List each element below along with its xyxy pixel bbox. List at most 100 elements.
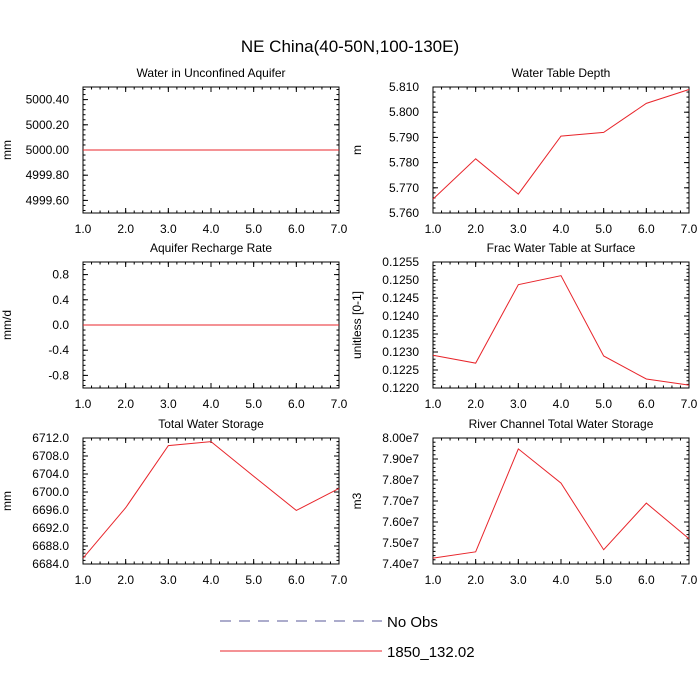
y-tick-label: 0.1235 (382, 327, 419, 341)
x-tick-label: 5.0 (595, 222, 612, 236)
x-tick-label: 1.0 (75, 222, 92, 236)
y-tick-label: 6684.0 (32, 557, 69, 571)
x-tick-label: 2.0 (117, 222, 134, 236)
x-tick-label: 2.0 (467, 573, 484, 587)
y-tick-label: 7.60e7 (382, 515, 419, 529)
x-tick-label: 7.0 (681, 222, 698, 236)
x-tick-label: 7.0 (331, 397, 348, 411)
y-tick-label: 4999.60 (26, 193, 70, 207)
y-tick-label: 0.1230 (382, 345, 419, 359)
x-tick-label: 5.0 (245, 573, 262, 587)
x-tick-label: 5.0 (245, 222, 262, 236)
y-tick-label: -0.4 (48, 343, 69, 357)
figure-title: NE China(40-50N,100-130E) (241, 37, 459, 56)
plot-frame (432, 261, 690, 389)
x-tick-label: 3.0 (160, 397, 177, 411)
y-tick-label: 0.0 (52, 318, 69, 332)
y-tick-label: 5.810 (389, 80, 419, 94)
x-tick-label: 2.0 (467, 222, 484, 236)
y-tick-label: 7.70e7 (382, 494, 419, 508)
y-tick-label: 0.1220 (382, 381, 419, 395)
y-tick-label: 5000.40 (26, 93, 70, 107)
y-tick-label: 7.40e7 (382, 557, 419, 571)
x-tick-label: 4.0 (553, 573, 570, 587)
y-tick-label: 0.1240 (382, 309, 419, 323)
x-tick-label: 2.0 (467, 397, 484, 411)
y-axis-label: unitless [0-1] (350, 291, 364, 359)
x-tick-label: 3.0 (510, 222, 527, 236)
panel-title: River Channel Total Water Storage (469, 417, 654, 431)
x-tick-label: 7.0 (331, 573, 348, 587)
y-tick-label: 7.80e7 (382, 473, 419, 487)
x-tick-label: 1.0 (425, 397, 442, 411)
x-tick-label: 6.0 (288, 573, 305, 587)
y-tick-label: 6688.0 (32, 539, 69, 553)
chart-panel-4: Frac Water Table at Surface 1.0 2.0 3.0 4.0 5… (350, 241, 698, 411)
y-tick-label: 5.780 (389, 156, 419, 170)
panel-title: Total Water Storage (158, 417, 264, 431)
panel-title: Water Table Depth (512, 66, 611, 80)
y-tick-label: 5.800 (389, 105, 419, 119)
x-tick-label: 7.0 (331, 222, 348, 236)
y-tick-label: 6704.0 (32, 467, 69, 481)
y-tick-label: 0.1250 (382, 273, 419, 287)
legend-label-run: 1850_132.02 (387, 644, 475, 661)
y-tick-label: 0.1255 (382, 255, 419, 269)
legend: No Obs 1850_132.02 (220, 614, 475, 661)
x-tick-label: 2.0 (117, 573, 134, 587)
x-tick-label: 3.0 (160, 222, 177, 236)
panel-title: Frac Water Table at Surface (487, 241, 636, 255)
chart-panel-3: Aquifer Recharge Rate 1.0 2.0 3.0 4.0 5.0 6.0 7… (0, 241, 348, 411)
chart-panel-6: River Channel Total Water Storage 1.0 2.0 3… (350, 417, 698, 587)
legend-label-no-obs: No Obs (387, 614, 438, 631)
x-tick-label: 2.0 (117, 397, 134, 411)
chart-panel-5: Total Water Storage 1.0 2.0 3.0 4.0 5.0 6.0 7.0… (0, 417, 348, 587)
x-tick-label: 4.0 (203, 573, 220, 587)
series-line (432, 448, 690, 559)
series-line (432, 275, 690, 386)
y-tick-label: 4999.80 (26, 168, 70, 182)
y-axis-label: mm (0, 491, 14, 511)
y-tick-label: 0.8 (52, 268, 69, 282)
x-tick-label: 4.0 (203, 222, 220, 236)
x-tick-label: 6.0 (638, 222, 655, 236)
y-tick-label: 8.00e7 (382, 431, 419, 445)
x-tick-label: 7.0 (681, 573, 698, 587)
plot-frame (82, 437, 340, 565)
series-line (432, 89, 690, 200)
y-tick-label: 5000.20 (26, 118, 70, 132)
x-tick-label: 5.0 (595, 397, 612, 411)
x-tick-label: 6.0 (288, 222, 305, 236)
y-axis-label: mm/d (0, 310, 14, 340)
plot-frame (432, 437, 690, 565)
y-tick-label: -0.8 (48, 368, 69, 382)
x-tick-label: 1.0 (75, 573, 92, 587)
x-tick-label: 1.0 (75, 397, 92, 411)
y-tick-label: 6708.0 (32, 449, 69, 463)
y-axis-label: m3 (350, 492, 364, 509)
panel-title: Aquifer Recharge Rate (150, 241, 272, 255)
y-tick-label: 0.1225 (382, 363, 419, 377)
panel-title: Water in Unconfined Aquifer (137, 66, 286, 80)
x-tick-label: 6.0 (638, 397, 655, 411)
chart-panel-1: Water in Unconfined Aquifer 1.0 2.0 3.0 4.0 5… (0, 66, 348, 236)
x-tick-label: 4.0 (203, 397, 220, 411)
x-tick-label: 6.0 (638, 573, 655, 587)
y-tick-label: 6692.0 (32, 521, 69, 535)
x-tick-label: 1.0 (425, 573, 442, 587)
y-axis-label: mm (0, 140, 14, 160)
x-tick-label: 5.0 (595, 573, 612, 587)
x-tick-label: 1.0 (425, 222, 442, 236)
x-tick-label: 3.0 (160, 573, 177, 587)
y-tick-label: 7.50e7 (382, 536, 419, 550)
x-tick-label: 4.0 (553, 222, 570, 236)
x-tick-label: 5.0 (245, 397, 262, 411)
plot-frame (432, 86, 690, 214)
y-tick-label: 0.1245 (382, 291, 419, 305)
y-tick-label: 5.760 (389, 206, 419, 220)
y-axis-label: m (350, 145, 364, 155)
y-tick-label: 6700.0 (32, 485, 69, 499)
y-tick-label: 0.4 (52, 293, 69, 307)
y-tick-label: 6712.0 (32, 431, 69, 445)
